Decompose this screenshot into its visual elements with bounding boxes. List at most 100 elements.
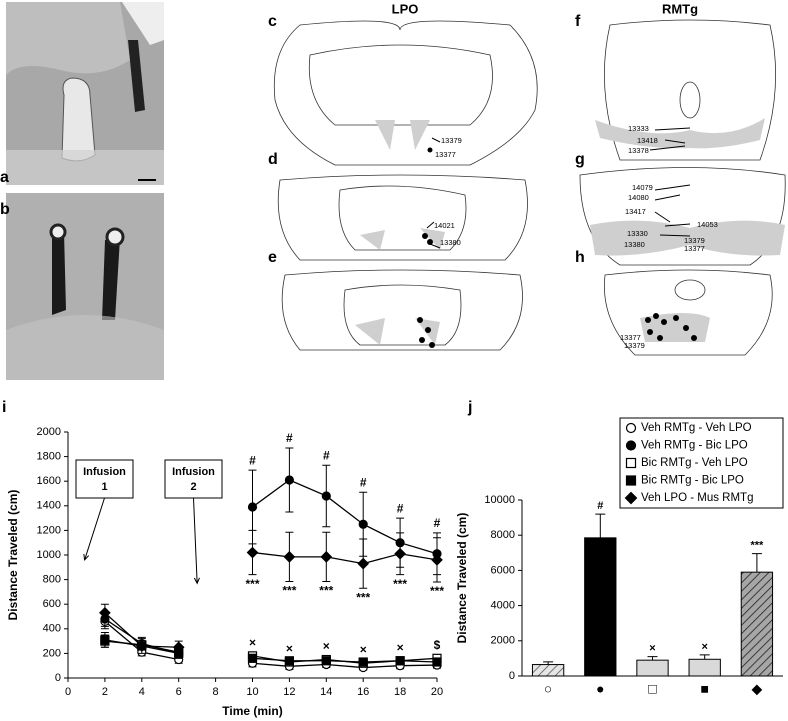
x-tick-label: 2 <box>102 686 108 698</box>
infusion-label: 2 <box>190 481 196 493</box>
marker <box>358 657 368 667</box>
error-bar <box>751 553 762 573</box>
marker <box>135 640 148 652</box>
x-tick-label: ■ <box>700 681 708 697</box>
atlas-label: 13378 <box>628 146 649 155</box>
annotation: # <box>323 448 330 462</box>
infusion-label: Infusion <box>83 466 126 478</box>
annotation: # <box>286 431 293 445</box>
annotation: # <box>397 501 404 515</box>
y-tick-label: 800 <box>43 574 61 586</box>
panel-letter: d <box>268 151 278 168</box>
atlas-label: 13379 <box>441 136 462 145</box>
bar <box>531 664 565 677</box>
marker <box>624 491 638 505</box>
annotation: × <box>649 643 655 655</box>
marker <box>284 656 294 666</box>
atlas-label: 13379 <box>684 236 705 245</box>
atlas-label: 13333 <box>628 124 649 133</box>
panel-letter: h <box>575 249 585 266</box>
annotation: *** <box>430 584 444 598</box>
infusion-arrow <box>83 497 105 562</box>
legend-box <box>619 417 784 509</box>
marker <box>394 547 406 560</box>
legend-label: Veh RMTg - Veh LPO <box>641 422 752 434</box>
micrograph-b <box>6 193 164 380</box>
y-tick-label: 2000 <box>37 426 61 438</box>
atlas-label: 13380 <box>624 240 645 249</box>
marker <box>625 422 637 434</box>
infusion-label: 1 <box>101 481 107 493</box>
marker <box>625 440 637 451</box>
y-tick-label: 8000 <box>491 529 515 541</box>
atlas-label: 13417 <box>625 207 646 216</box>
legend-label: Bic RMTg - Veh LPO <box>641 457 748 469</box>
y-tick-label: 0 <box>509 670 515 682</box>
series-line <box>104 551 438 648</box>
marker <box>172 641 185 654</box>
x-tick-label: 12 <box>283 686 295 698</box>
bar <box>740 571 774 677</box>
marker <box>321 491 331 501</box>
infusion-box <box>75 459 134 499</box>
panel-letter: b <box>0 201 10 218</box>
atlas-label: 13418 <box>637 136 658 145</box>
annotation: × <box>323 639 330 653</box>
marker <box>284 475 294 485</box>
annotation: × <box>397 640 404 654</box>
y-tick-label: 200 <box>43 647 61 659</box>
marker <box>431 554 443 566</box>
x-axis-label: Time (min) <box>222 704 282 718</box>
annotation: *** <box>245 577 259 591</box>
annotation: # <box>434 516 441 530</box>
legend-label: Veh RMTg - Bic LPO <box>641 440 748 452</box>
y-tick-label: 1200 <box>37 524 61 536</box>
atlas-title: RMTg <box>662 1 698 16</box>
annotation: # <box>597 500 603 512</box>
y-tick-label: 2000 <box>491 635 515 647</box>
y-tick-label: 4000 <box>491 600 515 612</box>
y-tick-label: 400 <box>43 623 61 635</box>
atlas-title: LPO <box>392 1 419 16</box>
annotation: # <box>360 475 367 489</box>
atlas-lpo <box>273 20 538 351</box>
y-tick-label: 6000 <box>491 564 515 576</box>
panel-letter: f <box>575 13 581 30</box>
y-tick-label: 1600 <box>37 475 61 487</box>
atlas-label: 13377 <box>435 150 456 159</box>
y-tick-label: 1000 <box>37 549 61 561</box>
x-tick-label: 16 <box>357 686 369 698</box>
y-axis-label: Distance Traveled (cm) <box>455 513 469 644</box>
x-tick-label: 6 <box>176 686 182 698</box>
panel-letter: j <box>467 399 472 416</box>
x-tick-label: 10 <box>246 686 258 698</box>
marker <box>246 546 259 559</box>
atlas-label: 13379 <box>624 341 645 350</box>
annotation: # <box>249 453 256 467</box>
bar <box>688 658 721 677</box>
y-tick-label: 10000 <box>484 494 515 506</box>
atlas-label: 14053 <box>697 220 718 229</box>
legend-label: Bic RMTg - Bic LPO <box>641 475 744 487</box>
marker <box>247 653 258 663</box>
marker <box>283 550 296 563</box>
panel-letter: g <box>575 151 585 168</box>
bar <box>584 537 617 677</box>
annotation: × <box>360 643 367 657</box>
x-tick-label: ○ <box>544 681 552 697</box>
marker <box>320 550 333 563</box>
y-tick-label: 600 <box>43 598 61 610</box>
marker <box>432 657 442 667</box>
panel-letter: a <box>0 169 9 186</box>
x-tick-label: 4 <box>139 686 145 698</box>
error-bar <box>543 661 554 665</box>
marker <box>395 656 405 666</box>
x-tick-label: 0 <box>65 686 71 698</box>
marker <box>100 635 110 645</box>
atlas-label: 14080 <box>628 193 649 202</box>
error-bar <box>647 656 658 661</box>
bar <box>636 659 669 677</box>
panel-letter: c <box>268 13 277 30</box>
marker <box>358 519 368 529</box>
annotation: *** <box>356 590 370 604</box>
